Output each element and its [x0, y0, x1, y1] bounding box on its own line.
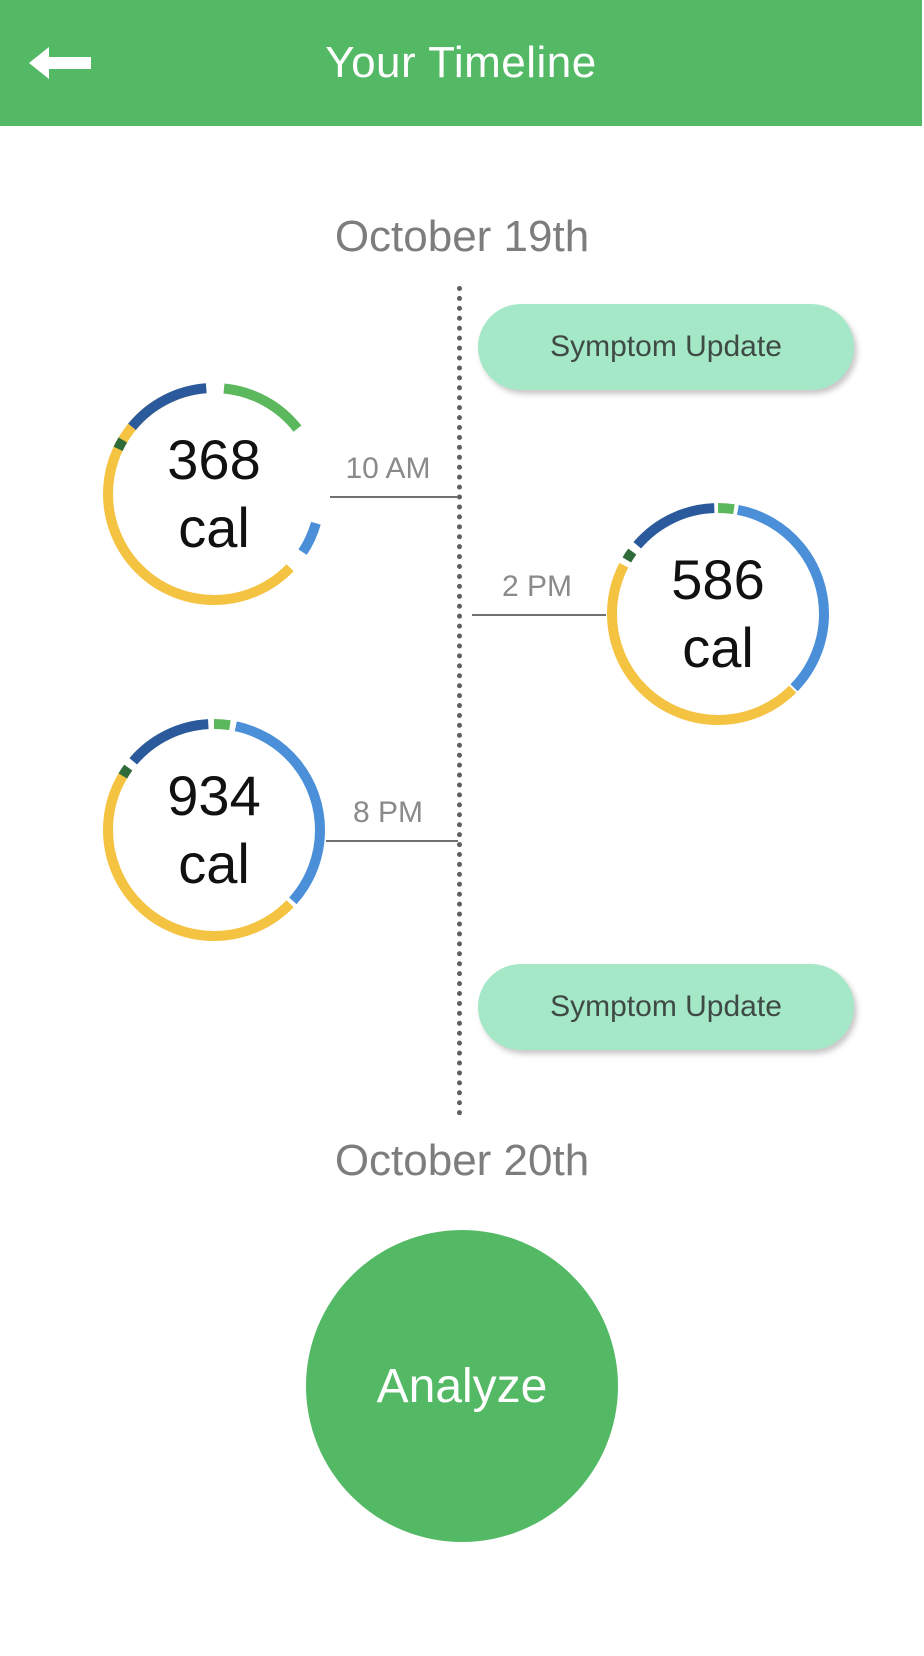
meal-ring-8pm[interactable]: 934 cal [98, 714, 330, 946]
meal-time-label: 2 PM [501, 570, 573, 603]
date-label-end: October 20th [334, 1136, 590, 1185]
arrow-left-icon [29, 47, 91, 79]
connector-line [472, 614, 606, 616]
connector-line [330, 496, 458, 498]
connector-line [326, 840, 458, 842]
meal-ring-2pm[interactable]: 586 cal [602, 498, 834, 730]
calorie-ring-chart [103, 383, 325, 605]
back-button[interactable] [18, 28, 102, 98]
analyze-button[interactable]: Analyze [306, 1230, 618, 1542]
meal-calories-unit: cal [178, 496, 250, 559]
meal-time-label: 8 PM [352, 796, 424, 829]
meal-calories: 934 [167, 764, 261, 827]
symptom-update-button[interactable]: Symptom Update [478, 304, 854, 390]
meal-calories: 586 [671, 548, 765, 611]
calorie-ring-chart [607, 503, 829, 725]
meal-calories: 368 [167, 428, 261, 491]
page-title: Your Timeline [325, 38, 597, 87]
timeline-axis [457, 286, 462, 1116]
meal-ring-10am[interactable]: 368 cal [98, 378, 330, 610]
date-label-start: October 19th [334, 212, 590, 261]
app-bar: Your Timeline [0, 0, 922, 126]
meal-time-label: 10 AM [345, 452, 431, 485]
calorie-ring-chart [103, 719, 325, 941]
symptom-update-button[interactable]: Symptom Update [478, 964, 854, 1050]
meal-calories-unit: cal [682, 616, 754, 679]
meal-calories-unit: cal [178, 832, 250, 895]
